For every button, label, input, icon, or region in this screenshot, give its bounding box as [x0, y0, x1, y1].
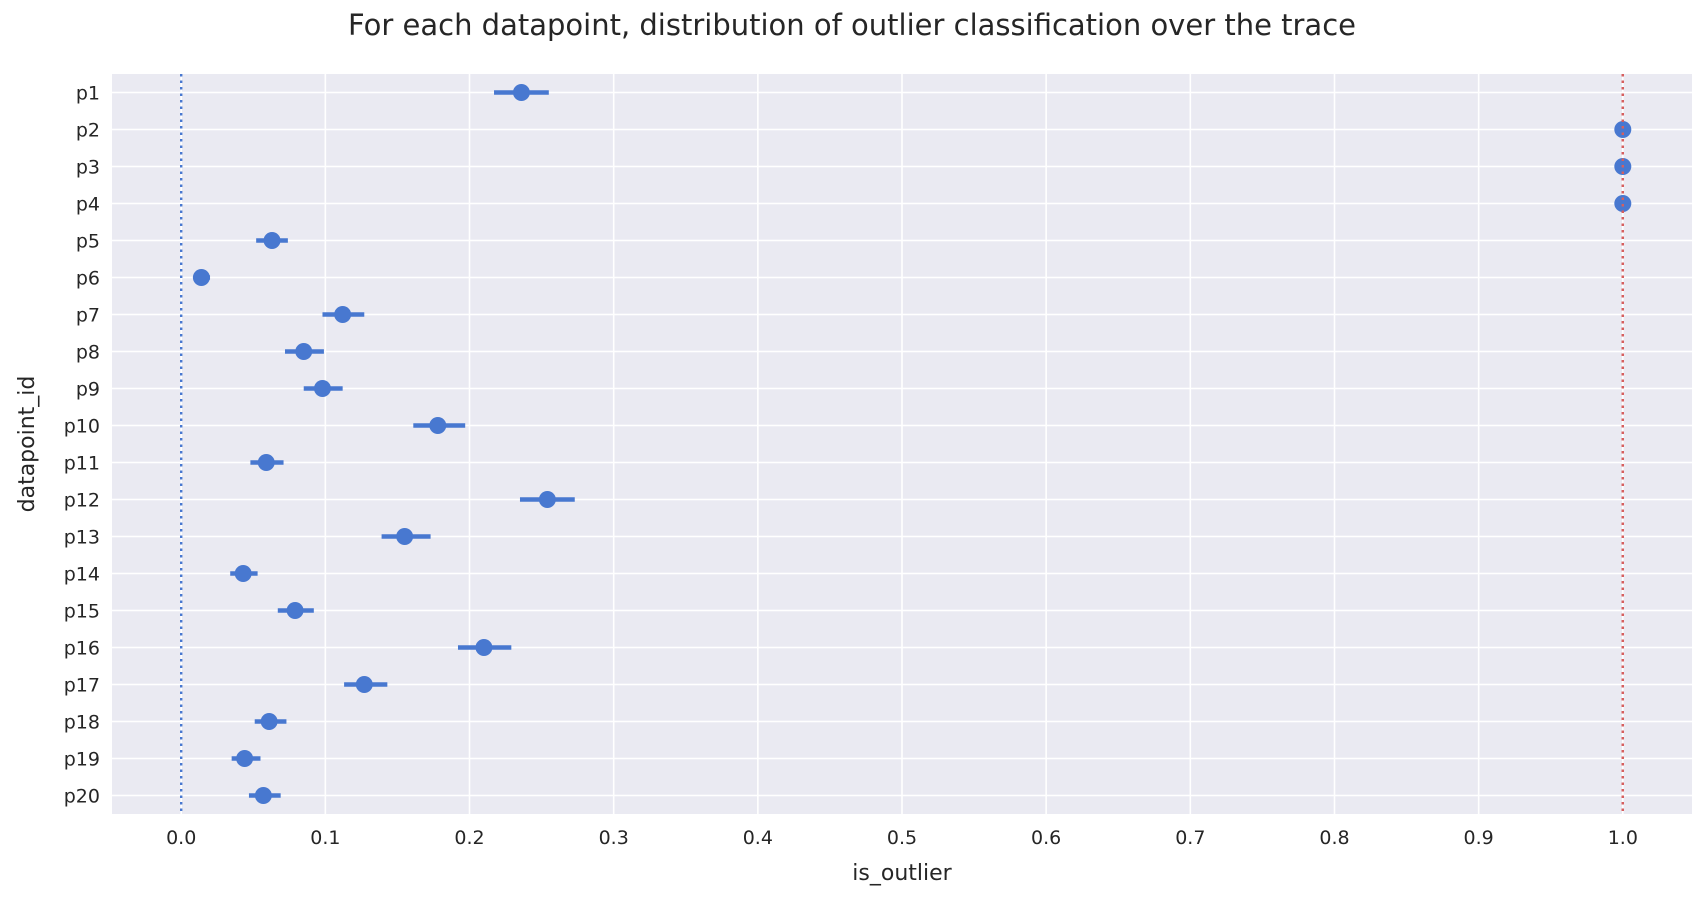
- data-point: [475, 639, 493, 656]
- x-tick-label: 0.2: [454, 827, 484, 849]
- y-tick-label: p14: [64, 564, 100, 586]
- data-point: [355, 676, 373, 693]
- data-point: [396, 528, 414, 545]
- x-axis-label: is_outlier: [852, 861, 952, 886]
- x-tick-label: 0.8: [1319, 827, 1349, 849]
- horizontal-grid: [112, 91, 1692, 797]
- x-tick-label: 0.7: [1175, 827, 1205, 849]
- y-tick-labels: p1 p2 p3 p4 p5 p6 p7 p8 p9 p10 p11 p12 p13 p14 p15 p16 p…: [64, 83, 100, 808]
- data-point: [429, 417, 447, 434]
- data-point: [313, 380, 331, 397]
- data-point: [286, 602, 304, 619]
- y-tick-label: p15: [64, 601, 100, 623]
- x-tick-label: 0.5: [887, 827, 917, 849]
- y-tick-label: p1: [76, 83, 100, 105]
- y-axis-label: datapoint_id: [15, 376, 40, 513]
- data-marks: [192, 74, 1632, 814]
- data-point: [260, 713, 278, 730]
- data-point: [234, 565, 252, 582]
- x-tick-label: 0.3: [599, 827, 629, 849]
- data-point: [538, 491, 556, 508]
- data-point: [1614, 121, 1632, 138]
- y-tick-label: p9: [76, 379, 100, 401]
- y-tick-label: p10: [64, 416, 100, 438]
- y-tick-label: p8: [76, 342, 100, 364]
- y-tick-label: p3: [76, 157, 100, 179]
- data-point: [512, 84, 530, 101]
- x-tick-label: 0.0: [166, 827, 196, 849]
- data-point: [192, 269, 210, 286]
- data-point: [236, 750, 254, 767]
- y-tick-label: p2: [76, 120, 100, 142]
- chart-title: For each datapoint, distribution of outl…: [348, 8, 1356, 42]
- x-tick-label: 0.6: [1031, 827, 1061, 849]
- y-tick-label: p17: [64, 675, 100, 697]
- data-point: [263, 232, 281, 249]
- y-tick-label: p12: [64, 490, 100, 512]
- y-tick-label: p19: [64, 749, 100, 771]
- y-tick-label: p11: [64, 453, 100, 475]
- data-point: [295, 343, 313, 360]
- y-tick-label: p16: [64, 638, 100, 660]
- y-tick-label: p18: [64, 712, 100, 734]
- y-tick-label: p7: [76, 305, 100, 327]
- y-tick-label: p4: [76, 194, 100, 216]
- y-tick-label: p13: [64, 527, 100, 549]
- data-point: [334, 306, 352, 323]
- y-tick-label: p6: [76, 268, 100, 290]
- y-tick-label: p20: [64, 786, 100, 808]
- vertical-grid: [180, 74, 1624, 814]
- x-tick-label: 1.0: [1608, 827, 1638, 849]
- data-point: [257, 454, 275, 471]
- x-tick-label: 0.9: [1464, 827, 1494, 849]
- y-tick-label: p5: [76, 231, 100, 253]
- x-tick-labels: 0.0 0.1 0.2 0.3 0.4 0.5 0.6 0.7 0.8 0.9 1.0: [166, 827, 1638, 849]
- data-point: [254, 787, 272, 804]
- x-tick-label: 0.4: [743, 827, 773, 849]
- x-tick-label: 0.1: [310, 827, 340, 849]
- data-point: [1614, 195, 1632, 212]
